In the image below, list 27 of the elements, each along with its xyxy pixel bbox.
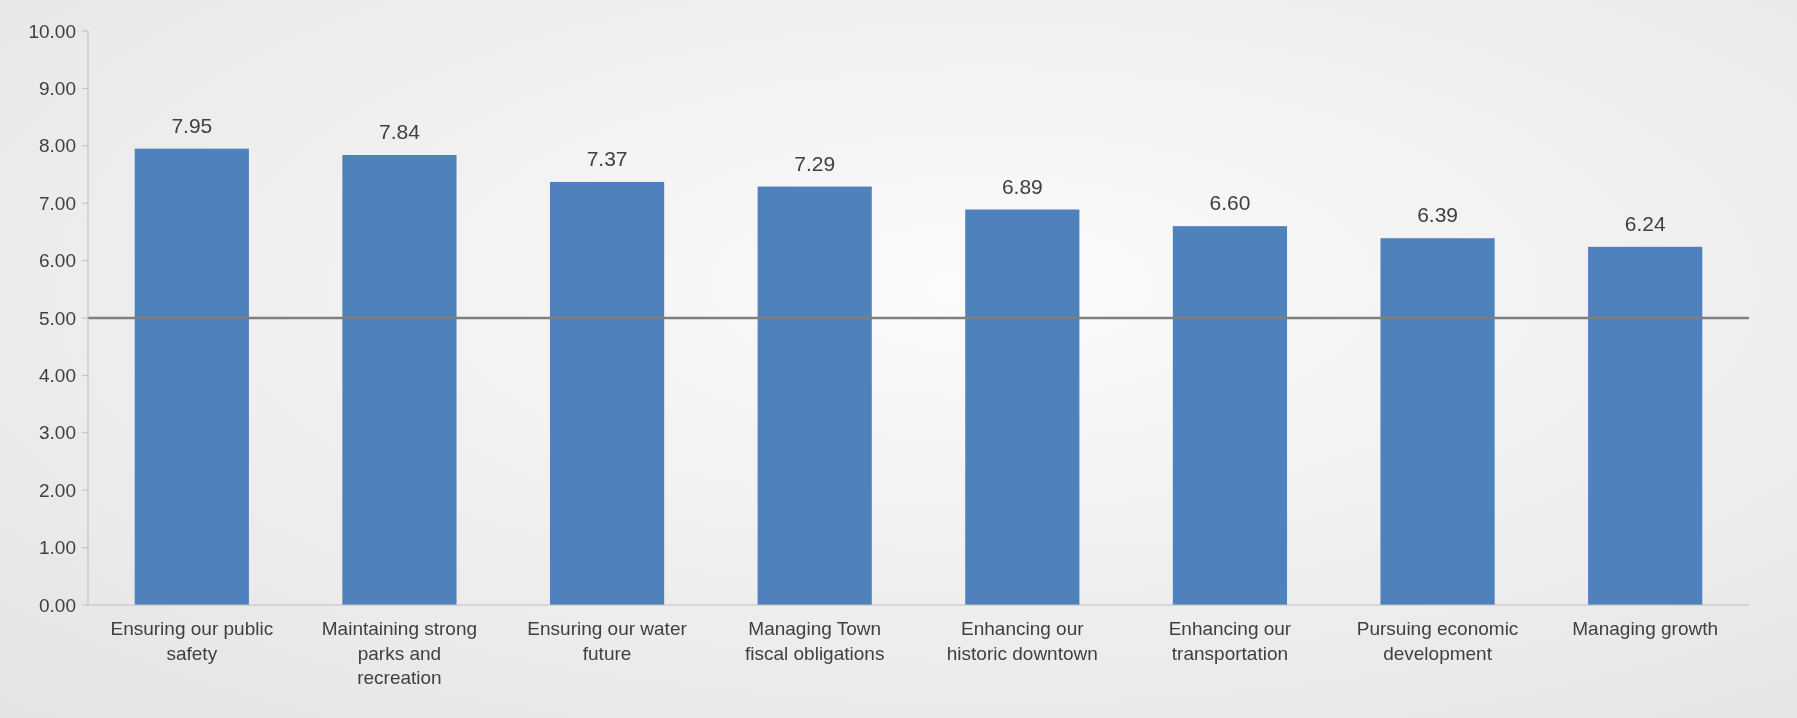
- data-label: 6.24: [1624, 211, 1666, 235]
- data-label: 6.89: [1001, 174, 1043, 198]
- x-tick-label: Pursuing economic development: [1356, 618, 1519, 664]
- x-tick-label: Enhancing our transportation: [1168, 618, 1292, 664]
- x-tick-label: Ensuring our public safety: [110, 618, 274, 664]
- x-tick-label: Managing Town fiscal obligations: [744, 618, 885, 664]
- y-tick-label: 2.00: [39, 479, 76, 501]
- x-tick-label: Maintaining strong parks and recreation: [321, 618, 478, 689]
- y-tick-label: 4.00: [39, 365, 76, 387]
- data-label: 7.95: [171, 113, 213, 137]
- y-tick-label: 10.00: [28, 20, 76, 42]
- data-label: 7.29: [794, 151, 836, 175]
- y-tick-label: 6.00: [39, 250, 76, 272]
- x-tick-label: Ensuring our water future: [527, 618, 688, 664]
- y-tick-label: 3.00: [39, 422, 76, 444]
- y-tick-label: 8.00: [39, 135, 76, 157]
- data-label: 7.84: [379, 119, 421, 143]
- x-tick-label: Managing growth: [1572, 618, 1719, 639]
- y-tick-label: 7.00: [39, 192, 76, 214]
- y-tick-label: 9.00: [39, 78, 76, 100]
- y-tick-label: 5.00: [39, 307, 76, 329]
- y-tick-label: 0.00: [39, 594, 76, 616]
- data-label: 6.39: [1417, 203, 1458, 227]
- y-tick-label: 1.00: [39, 537, 76, 559]
- data-label: 6.60: [1209, 191, 1251, 215]
- data-label: 7.37: [586, 146, 628, 170]
- x-tick-label: Enhancing our historic downtown: [946, 618, 1098, 664]
